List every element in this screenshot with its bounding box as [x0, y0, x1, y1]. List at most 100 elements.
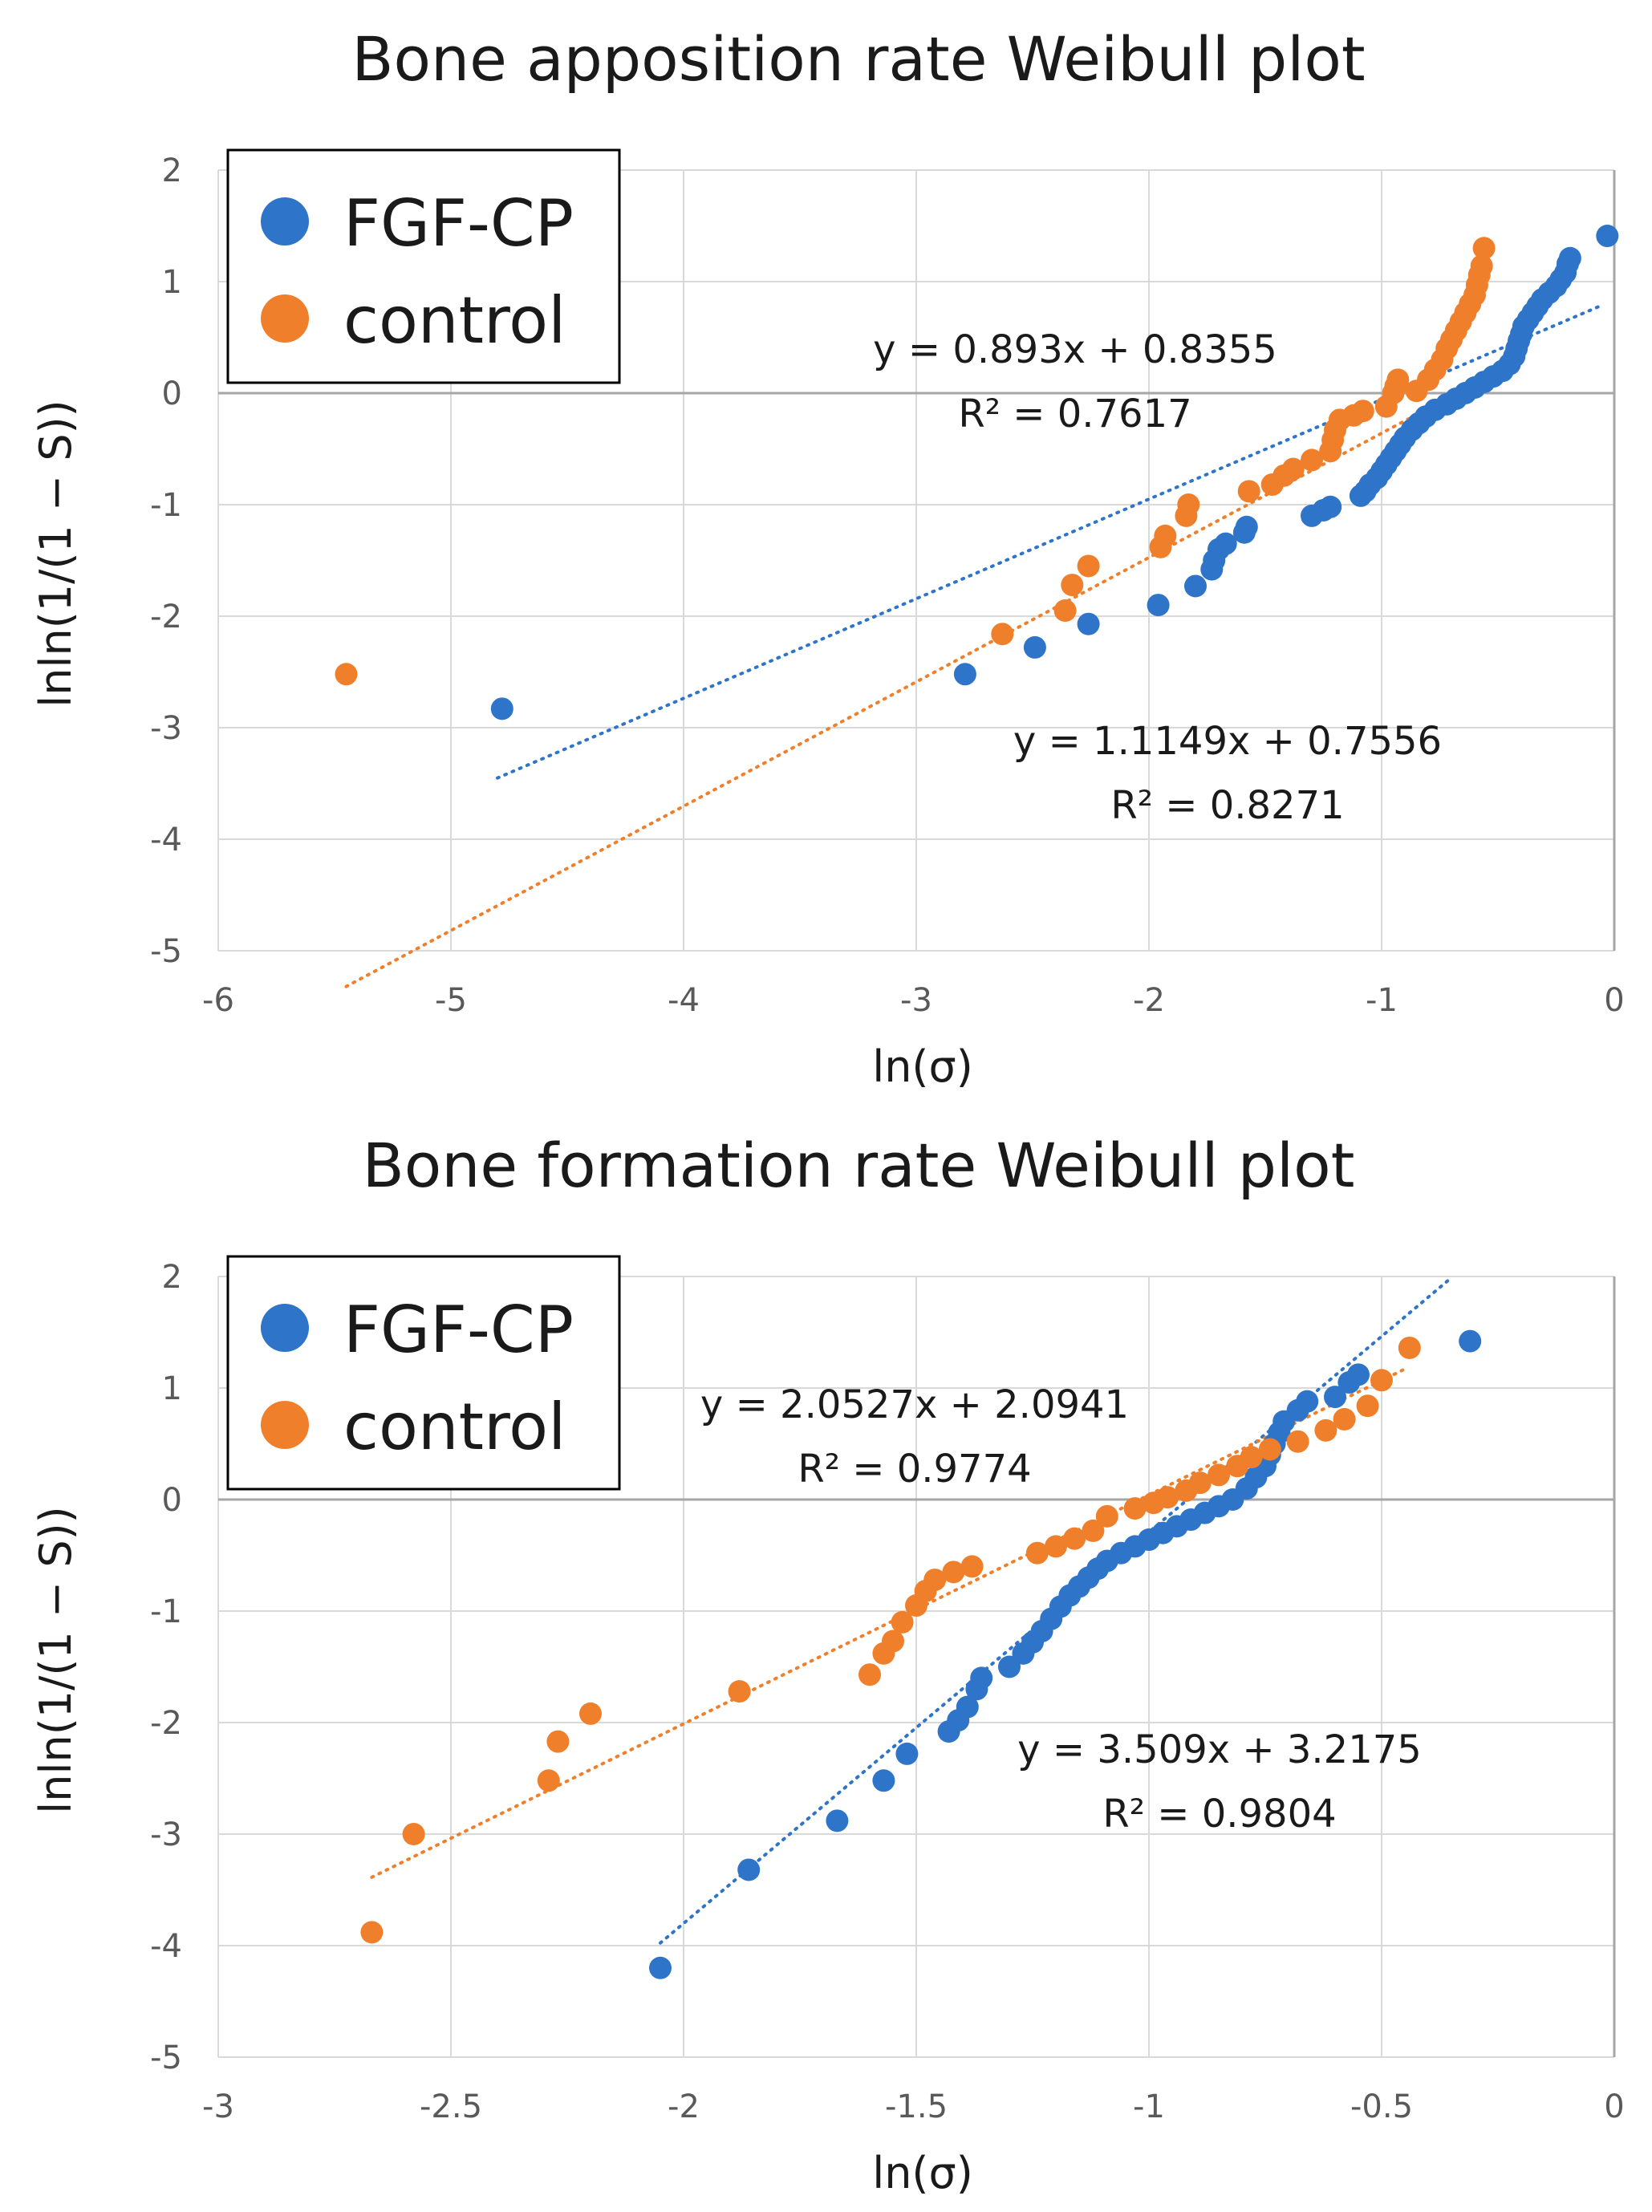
chart-2-svg: Bone formation rate Weibull plot -3 -2.5 -…	[30, 1130, 1625, 2198]
trendline-r-squared: R² = 0.9774	[798, 1447, 1031, 1492]
chart-bone-apposition: Bone apposition rate Weibull plot -6 -5 -4…	[30, 23, 1625, 1092]
data-point-fgf-cp	[953, 663, 976, 686]
x-tick-label: -3	[202, 2088, 234, 2125]
y-tick-label: 1	[162, 264, 182, 301]
y-tick-label: 0	[162, 1482, 182, 1519]
data-point-fgf-cp	[1214, 532, 1237, 555]
data-point-control	[1286, 1430, 1309, 1453]
x-tick-label: -2	[1133, 982, 1165, 1019]
data-point-fgf-cp	[826, 1809, 849, 1833]
y-tick-label: -3	[150, 710, 182, 747]
data-point-control	[1208, 1463, 1230, 1487]
trendline-equation: y = 1.1149x + 0.7556	[1013, 719, 1442, 764]
data-point-fgf-cp	[1023, 635, 1046, 659]
data-point-control	[1063, 1527, 1086, 1550]
data-point-control	[1154, 524, 1177, 547]
trendline-equation: y = 0.893x + 0.8355	[873, 327, 1277, 372]
trendline-control	[370, 1367, 1406, 1879]
data-point-control	[1258, 1438, 1281, 1461]
trendline-equation: y = 2.0527x + 2.0941	[700, 1382, 1129, 1427]
x-tick-label: -6	[202, 982, 234, 1019]
x-tick-label: -5	[435, 982, 467, 1019]
data-point-control	[537, 1769, 560, 1792]
legend-box	[226, 1255, 621, 1491]
data-point-control	[1188, 1471, 1212, 1495]
legend-label-fgf-cp: FGF-CP	[343, 186, 574, 261]
data-point-control	[991, 623, 1014, 646]
data-point-fgf-cp	[1319, 495, 1342, 518]
data-point-control	[1177, 493, 1200, 516]
data-point-control	[1314, 1419, 1337, 1442]
legend-label-control: control	[343, 283, 566, 358]
data-point-control	[1237, 480, 1260, 503]
legend-marker-control	[261, 294, 309, 343]
data-point-control	[360, 1921, 384, 1944]
axes: -6 -5 -4 -3 -2 -1 0 2 1 0 -1 -2 -3 -4 -5	[150, 152, 1625, 1019]
y-tick-label: -5	[150, 2040, 182, 2076]
y-tick-label: -1	[150, 1593, 182, 1630]
chart-1-svg: Bone apposition rate Weibull plot -6 -5 -4…	[30, 23, 1625, 1092]
data-point-control	[960, 1555, 984, 1578]
data-point-fgf-cp	[956, 1695, 979, 1719]
data-point-control	[1061, 574, 1084, 597]
data-point-control	[858, 1663, 881, 1686]
data-point-control	[1123, 1497, 1147, 1520]
data-point-control	[335, 663, 358, 686]
data-point-fgf-cp	[1558, 246, 1581, 270]
data-point-control	[1356, 1394, 1379, 1418]
trendline-r-squared: R² = 0.7617	[958, 392, 1191, 436]
y-tick-label: 2	[162, 1259, 182, 1296]
data-point-fgf-cp	[1296, 1390, 1319, 1413]
data-point-fgf-cp	[1324, 1386, 1346, 1409]
data-point-control	[1281, 457, 1305, 481]
data-point-control	[1386, 368, 1410, 392]
data-point-control	[1025, 1541, 1049, 1565]
x-tick-label: -0.5	[1350, 2088, 1413, 2125]
axes: -3 -2.5 -2 -1.5 -1 -0.5 0 2 1 0 -1 -2 -3 -4 -5	[150, 1259, 1625, 2125]
trendline-annotations: y = 0.893x + 0.8355 R² = 0.7617 y = 1.1149…	[873, 327, 1442, 828]
data-point-control	[1351, 400, 1374, 423]
data-point-control	[1082, 1519, 1105, 1542]
legend: FGF-CP control	[226, 148, 621, 384]
data-point-fgf-cp	[1596, 225, 1619, 248]
y-tick-label: -4	[150, 1928, 182, 1965]
data-point-fgf-cp	[998, 1655, 1021, 1678]
trendline-annotations: y = 2.0527x + 2.0941 R² = 0.9774 y = 3.509…	[700, 1382, 1422, 1837]
data-points	[360, 1329, 1482, 1979]
chart-bone-formation: Bone formation rate Weibull plot -3 -2.5 -…	[0, 1106, 1652, 2212]
data-point-control	[1156, 1486, 1179, 1509]
legend-box	[226, 148, 621, 384]
data-point-fgf-cp	[895, 1742, 919, 1765]
x-tick-label: -2	[668, 2088, 700, 2125]
x-tick-label: -4	[668, 982, 700, 1019]
data-point-control	[882, 1630, 904, 1653]
y-tick-label: -2	[150, 599, 182, 635]
x-tick-label: -1	[1366, 982, 1398, 1019]
y-axis-label: lnln(1/(1 − S))	[30, 400, 81, 707]
x-tick-label: 0	[1604, 982, 1624, 1019]
legend-marker-fgf-cp	[261, 197, 309, 246]
legend-marker-fgf-cp	[261, 1304, 309, 1352]
trendlines	[370, 1276, 1453, 1945]
legend-label-control: control	[343, 1390, 566, 1464]
legend-label-fgf-cp: FGF-CP	[343, 1293, 574, 1367]
x-tick-label: 0	[1604, 2088, 1624, 2125]
chart-title: Bone formation rate Weibull plot	[363, 1130, 1355, 1201]
data-point-control	[1370, 1369, 1393, 1392]
legend-marker-control	[261, 1401, 309, 1449]
x-axis-label: ln(σ)	[872, 2148, 973, 2198]
legend: FGF-CP control	[226, 1255, 621, 1491]
chart-title: Bone apposition rate Weibull plot	[351, 23, 1365, 95]
x-tick-label: -3	[900, 982, 932, 1019]
data-point-control	[891, 1610, 914, 1634]
y-tick-label: -4	[150, 822, 182, 858]
data-point-control	[1095, 1504, 1118, 1528]
data-point-fgf-cp	[872, 1769, 895, 1792]
y-tick-label: -1	[150, 487, 182, 524]
y-tick-label: 1	[162, 1370, 182, 1407]
data-point-control	[1470, 254, 1493, 278]
data-point-control	[546, 1730, 570, 1753]
x-tick-label: -2.5	[420, 2088, 482, 2125]
data-point-control	[1240, 1446, 1263, 1469]
data-point-fgf-cp	[1184, 574, 1207, 598]
